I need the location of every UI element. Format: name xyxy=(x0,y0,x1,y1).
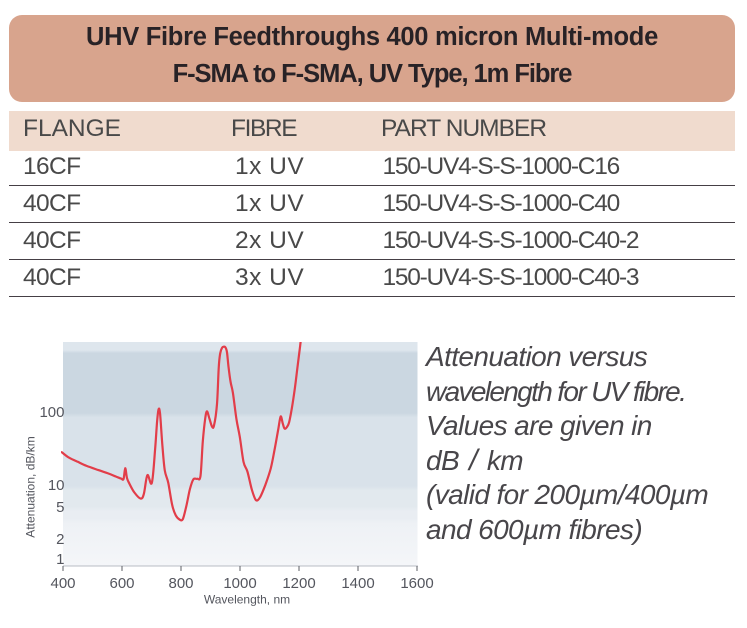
svg-text:2: 2 xyxy=(56,531,64,548)
svg-text:1200: 1200 xyxy=(282,575,315,592)
svg-text:1600: 1600 xyxy=(400,575,433,592)
svg-text:600: 600 xyxy=(109,575,134,592)
svg-text:800: 800 xyxy=(168,575,193,592)
svg-text:100: 100 xyxy=(39,404,64,421)
svg-text:1000: 1000 xyxy=(223,575,256,592)
svg-text:Wavelength, nm: Wavelength, nm xyxy=(204,593,290,607)
svg-text:400: 400 xyxy=(50,575,75,592)
svg-text:5: 5 xyxy=(56,499,64,516)
svg-text:1400: 1400 xyxy=(341,575,374,592)
svg-text:Attenuation, dB/km: Attenuation, dB/km xyxy=(24,436,38,537)
svg-text:1: 1 xyxy=(56,551,64,568)
svg-text:10: 10 xyxy=(48,477,65,494)
